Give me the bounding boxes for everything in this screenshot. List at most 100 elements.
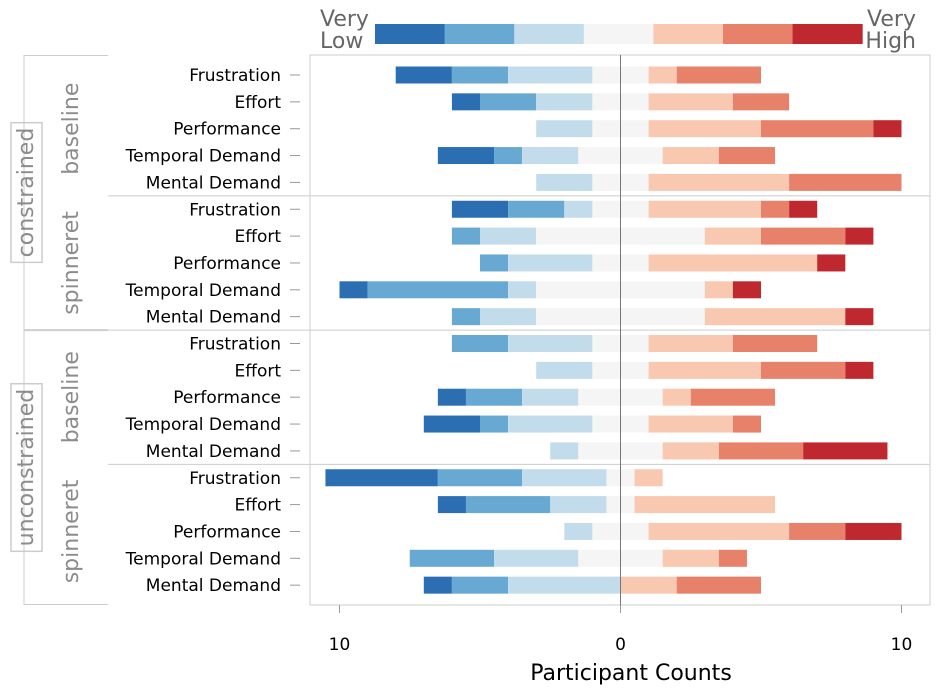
bar-segment-level-2 <box>465 496 551 514</box>
legend-high-label-line2: High <box>865 29 916 54</box>
bar-segment-level-6 <box>676 576 761 594</box>
bar-segment-level-5 <box>648 120 761 138</box>
row-label: Effort <box>234 93 281 113</box>
row-label: Effort <box>234 361 281 381</box>
bar-segment-level-3 <box>536 93 593 111</box>
bar-segment-level-7 <box>789 200 818 218</box>
row-label: Mental Demand <box>146 308 281 328</box>
legend-low-label-line1: Very <box>320 7 369 32</box>
row-label: Mental Demand <box>146 442 281 462</box>
bar-segment-level-5 <box>648 415 733 433</box>
bar-segment-level-2 <box>480 254 509 272</box>
bar-segment-level-7 <box>845 522 902 540</box>
bar-segment-level-3 <box>522 388 579 406</box>
row-0-0-4: Mental Demand <box>146 173 902 193</box>
bar-segment-level-3 <box>564 200 593 218</box>
row-0-1-4: Mental Demand <box>146 308 874 328</box>
bar-segment-level-5 <box>648 173 790 191</box>
bar-segment-level-3 <box>564 522 593 540</box>
legend-high-label-line1: Very <box>867 7 916 32</box>
bar-segment-level-3 <box>508 335 593 352</box>
bar-segment-level-6 <box>690 388 776 406</box>
bar-segment-level-1 <box>423 415 480 433</box>
x-tick-label: 10 <box>891 635 913 655</box>
row-1-1-4: Mental Demand <box>146 576 761 596</box>
bar-segment-level-7 <box>845 227 874 245</box>
row-1-0-2: Performance <box>173 388 776 408</box>
bar-segment-level-7 <box>803 442 888 460</box>
row-label: Mental Demand <box>146 173 281 193</box>
legend <box>375 24 863 44</box>
x-tick-label: 0 <box>615 635 626 655</box>
row-1-0-4: Mental Demand <box>146 442 888 462</box>
bar-segment-level-2 <box>367 281 509 299</box>
bar-segment-level-1 <box>451 93 480 111</box>
bar-segment-level-3 <box>508 576 621 594</box>
bar-segment-level-3 <box>522 147 579 165</box>
bar-segment-level-5 <box>648 361 761 379</box>
legend-swatch-3 <box>514 24 585 44</box>
group-label-box <box>10 121 43 264</box>
bar-segment-level-2 <box>451 335 509 352</box>
bar-segment-level-5 <box>648 200 761 218</box>
group-bracket <box>23 55 108 331</box>
legend-swatch-2 <box>444 24 515 44</box>
bar-segment-level-6 <box>732 415 761 433</box>
bar-segment-level-2 <box>451 66 509 84</box>
bar-segment-level-7 <box>873 120 902 138</box>
bar-segment-level-3 <box>508 254 593 272</box>
bar-segment-level-1 <box>437 388 466 406</box>
row-1-1-2: Performance <box>173 522 902 542</box>
bar-segment-level-3 <box>550 496 607 514</box>
group-label-constrained: constrained <box>10 121 43 264</box>
bar-segment-level-2 <box>480 415 509 433</box>
bar-segment-level-2 <box>494 147 523 165</box>
group-label-unconstrained: unconstrained <box>10 383 43 553</box>
bar-segment-level-7 <box>732 281 761 299</box>
bar-segment-level-6 <box>761 227 846 245</box>
bar-segment-level-5 <box>662 388 691 406</box>
bar-segment-level-5 <box>662 549 719 567</box>
bar-segment-level-5 <box>704 308 846 326</box>
row-label: Effort <box>234 227 281 247</box>
bar-segment-level-6 <box>761 120 874 138</box>
legend-swatch-7 <box>792 24 863 44</box>
row-label: Frustration <box>189 469 281 489</box>
group-bracket <box>23 330 108 605</box>
bar-segment-level-3 <box>536 361 593 379</box>
x-tick-label: 10 <box>329 635 351 655</box>
bar-segment-level-5 <box>704 227 761 245</box>
row-label: Performance <box>173 522 281 542</box>
x-axis: 10 0 10 <box>329 605 913 655</box>
bar-segment-level-1 <box>339 281 368 299</box>
row-label: Performance <box>173 388 281 408</box>
subgroup-label-baseline: baseline <box>59 83 84 175</box>
legend-low-label-line2: Low <box>320 29 363 54</box>
bar-segment-level-5 <box>620 576 677 594</box>
bar-segment-level-3 <box>536 120 593 138</box>
bar-segment-level-6 <box>732 335 818 352</box>
group-strips: constrained baseline spinneret unconstraine… <box>10 55 108 605</box>
subgroup-label-baseline: baseline <box>59 351 84 443</box>
row-0-0-1: Effort <box>234 93 790 113</box>
row-0-1-0: Frustration <box>189 200 818 220</box>
bar-segment-level-2 <box>437 469 523 487</box>
row-label: Performance <box>173 120 281 140</box>
bar-segment-level-6 <box>732 93 790 111</box>
bar-segment-level-1 <box>325 469 438 487</box>
row-label: Temporal Demand <box>125 281 281 301</box>
bar-segment-level-5 <box>704 281 733 299</box>
bar-segment-level-2 <box>409 549 495 567</box>
bar-segment-level-1 <box>395 66 452 84</box>
subgroup-label-spinneret: spinneret <box>59 479 84 583</box>
group-label-box <box>10 383 43 553</box>
bar-segment-level-2 <box>451 227 480 245</box>
bar-segment-level-1 <box>423 576 452 594</box>
bar-segment-level-6 <box>761 361 846 379</box>
row-label: Performance <box>173 254 281 274</box>
row-1-1-1: Effort <box>234 496 776 516</box>
bar-segment-level-2 <box>451 576 509 594</box>
bar-segment-level-6 <box>676 66 761 84</box>
row-label: Frustration <box>189 335 281 355</box>
